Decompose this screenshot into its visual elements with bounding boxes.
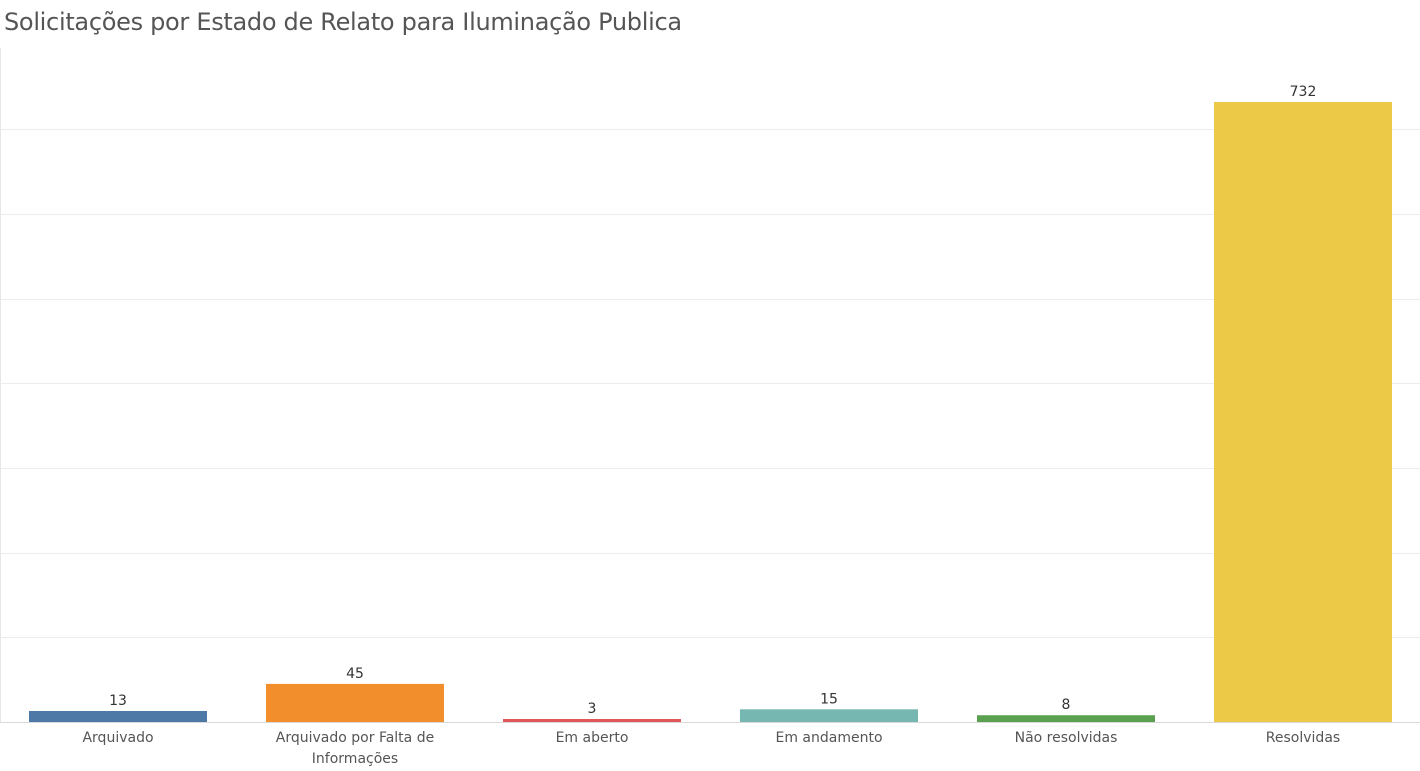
bar-1 [266, 683, 444, 722]
value-label: 732 [1290, 84, 1317, 100]
gridlines [0, 48, 1420, 723]
category-label: Resolvidas [1266, 730, 1340, 746]
category-labels: Arquivado Arquivado por Falta de Informaçõ… [82, 730, 1340, 767]
bar-4 [977, 715, 1155, 722]
bar-3 [740, 709, 918, 722]
bar-0 [29, 710, 207, 722]
category-label: Informações [312, 751, 398, 767]
bars [29, 102, 1392, 722]
value-label: 13 [109, 693, 127, 709]
category-label: Arquivado [82, 730, 153, 746]
category-label: Em andamento [775, 730, 882, 746]
value-label: 15 [820, 691, 838, 707]
bar-5 [1214, 102, 1392, 722]
value-label: 8 [1062, 697, 1071, 713]
category-label: Em aberto [556, 730, 629, 746]
value-label: 3 [588, 701, 597, 717]
chart-title: Solicitações por Estado de Relato para I… [4, 8, 682, 36]
category-label: Não resolvidas [1015, 730, 1118, 746]
value-labels: 13 45 3 15 8 732 [109, 84, 1316, 717]
bar-2 [503, 719, 681, 722]
category-label: Arquivado por Falta de [276, 730, 434, 746]
value-label: 45 [346, 666, 364, 682]
